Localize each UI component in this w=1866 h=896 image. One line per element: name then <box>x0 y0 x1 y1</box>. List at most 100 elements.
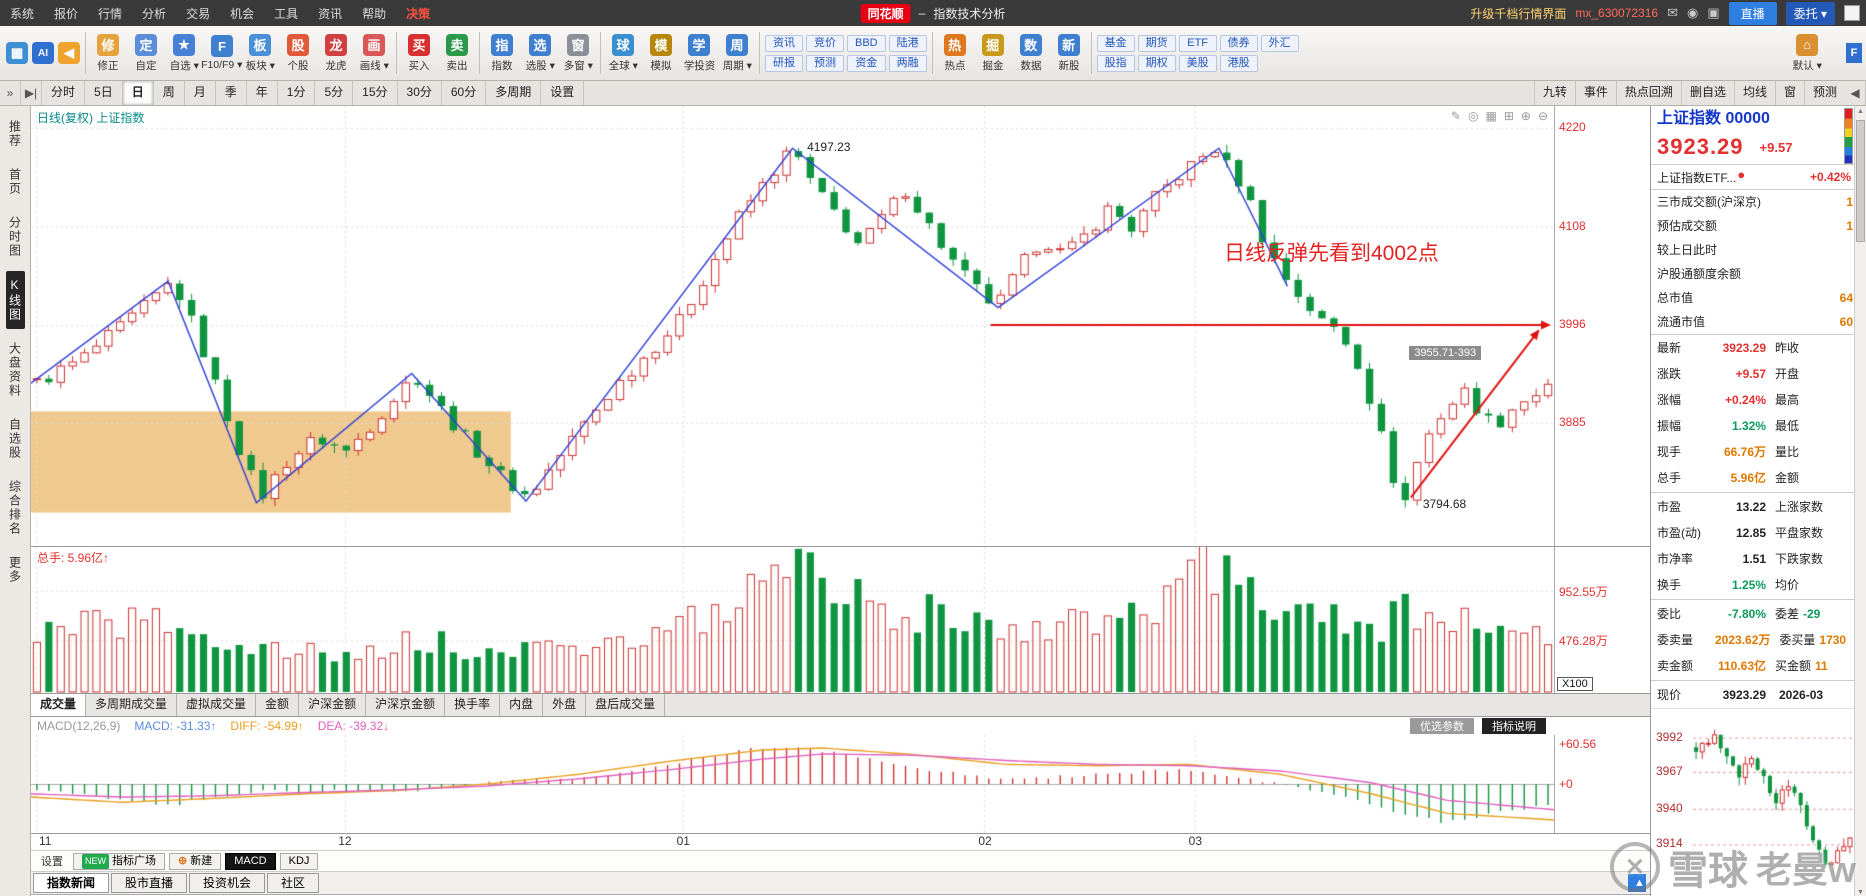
menu-item-2[interactable]: 行情 <box>98 6 123 21</box>
toolbar-button[interactable]: 修修正 <box>89 33 127 74</box>
eye-icon[interactable]: ◎ <box>1467 109 1479 123</box>
toolbar-button[interactable]: 画画线 ▾ <box>355 33 393 74</box>
toolbar-button[interactable]: 窗多窗 ▾ <box>559 33 597 74</box>
toolbar-pill[interactable]: 美股 <box>1178 54 1217 72</box>
toolbar-button[interactable]: 球全球 ▾ <box>604 33 642 74</box>
workspace-grid-icon[interactable]: ▦ <box>4 42 30 64</box>
toolbar-button[interactable]: 卖卖出 <box>438 33 476 74</box>
scrollbar-thumb[interactable] <box>1856 120 1865 242</box>
period-tab[interactable]: 周 <box>154 81 185 105</box>
toolbar-button[interactable]: F F10/F9 ▾ <box>201 34 243 72</box>
toolbar-pill[interactable]: BBD <box>847 34 886 52</box>
period-tab[interactable]: 季 <box>216 81 247 105</box>
menu-item-8[interactable]: 帮助 <box>362 6 387 21</box>
window-icon[interactable]: ⊞ <box>1503 109 1514 123</box>
menu-item-7[interactable]: 资讯 <box>318 6 343 21</box>
news-tab[interactable]: 社区 <box>267 873 320 893</box>
toolbar-button[interactable]: 选选股 ▾ <box>521 33 559 74</box>
bell-icon[interactable]: ◉ <box>1686 5 1699 20</box>
ai-assistant-icon[interactable]: AI <box>30 42 56 64</box>
period-tab[interactable]: 5日 <box>85 81 123 105</box>
toolbar-button[interactable]: 模模拟 <box>642 33 680 74</box>
volume-tab[interactable]: 沪深京金额 <box>366 694 446 716</box>
candlestick-plot[interactable]: 日线(复权) 上证指数 ✎ ◎ ▦ ⊞ ⊕ ⊖ 4197.23 3794.68 3955.… <box>31 106 1554 546</box>
etf-row[interactable]: 上证指数ETF... ● +0.42% <box>1651 165 1855 190</box>
toolbar-pill[interactable]: 资讯 <box>765 34 803 52</box>
chart-option-tab[interactable]: 删自选 <box>1680 81 1734 105</box>
volume-tab[interactable]: 换手率 <box>445 694 501 716</box>
volume-tab[interactable]: 金额 <box>256 694 300 716</box>
indicator-tab[interactable]: KDJ <box>279 852 319 870</box>
period-tab[interactable]: 5分 <box>315 81 354 105</box>
volume-tab[interactable]: 多周期成交量 <box>86 694 178 716</box>
toolbar-button[interactable]: 新新股 <box>1050 33 1088 74</box>
scroll-down-icon[interactable]: ▼ <box>1857 889 1864 896</box>
period-tab[interactable]: 60分 <box>442 81 487 105</box>
indicator-plaza-button[interactable]: NEW 指标广场 <box>73 852 165 870</box>
play-icon[interactable]: ▶| <box>21 81 42 105</box>
indicator-settings-button[interactable]: 设置 <box>35 853 69 869</box>
index-title[interactable]: 上证指数 00000 <box>1657 110 1770 127</box>
toolbar-button[interactable]: 板板块 ▾ <box>241 33 279 74</box>
toolbar-pill[interactable]: 研报 <box>765 54 803 72</box>
scroll-up-icon[interactable]: ▲ <box>1857 108 1864 115</box>
period-tab[interactable]: 30分 <box>398 81 442 105</box>
period-tab[interactable]: 设置 <box>541 81 585 105</box>
brush-icon[interactable]: ✎ <box>1450 109 1461 123</box>
sidebar-item[interactable]: 综合排名 <box>7 480 22 536</box>
people-icon[interactable]: ▣ <box>1707 5 1720 20</box>
toolbar-pill[interactable]: 港股 <box>1219 54 1258 72</box>
toolbar-button[interactable]: 热热点 <box>936 33 974 74</box>
toolbar-pill[interactable]: 期权 <box>1137 54 1176 72</box>
chart-option-tab[interactable]: 预测 <box>1803 81 1845 105</box>
toolbar-button[interactable]: 定自定 <box>127 33 165 74</box>
volume-tab[interactable]: 外盘 <box>543 694 587 716</box>
live-button[interactable]: 直播 <box>1728 1 1777 25</box>
volume-tab[interactable]: 虚拟成交量 <box>177 694 257 716</box>
menu-item-3[interactable]: 分析 <box>142 6 167 21</box>
volume-plot[interactable]: 总手: 5.96亿↑ <box>31 547 1554 693</box>
toolbar-pill[interactable]: ETF <box>1178 34 1217 52</box>
toolbar-button[interactable]: 买买入 <box>400 33 438 74</box>
toolbar-pill[interactable]: 期货 <box>1137 34 1176 52</box>
default-layout-button[interactable]: ⌂ 默认 ▾ <box>1788 33 1826 74</box>
period-tab[interactable]: 日 <box>122 81 154 105</box>
chart-option-tab[interactable]: 九转 <box>1533 81 1575 105</box>
upgrade-link[interactable]: 升级千档行情界面 <box>1470 6 1567 21</box>
menu-item-4[interactable]: 交易 <box>186 6 211 21</box>
toolbar-pill[interactable]: 股指 <box>1096 54 1135 72</box>
macd-plot[interactable] <box>31 735 1554 833</box>
period-tab[interactable]: 15分 <box>353 81 398 105</box>
skin-icon[interactable] <box>1844 5 1860 21</box>
menu-item-decision[interactable]: 决策 <box>406 6 431 21</box>
volume-tab[interactable]: 盘后成交量 <box>586 694 666 716</box>
mail-icon[interactable]: ✉ <box>1667 5 1678 20</box>
period-tab[interactable]: 1分 <box>278 81 316 105</box>
zoom-out-icon[interactable]: ⊖ <box>1537 109 1548 123</box>
indicator-tab[interactable]: MACD <box>225 852 276 870</box>
menu-item-0[interactable]: 系统 <box>10 6 35 21</box>
chart-option-tab[interactable]: 热点回溯 <box>1615 81 1681 105</box>
sidebar-item[interactable]: 分时图 <box>7 216 22 258</box>
chart-option-tab[interactable]: 均线 <box>1733 81 1775 105</box>
expand-icon[interactable]: » <box>0 81 21 105</box>
macd-params[interactable]: MACD(12,26,9) <box>37 719 121 733</box>
collapse-icon[interactable]: ◀ <box>1845 81 1866 105</box>
news-tab[interactable]: 投资机会 <box>189 873 266 893</box>
toolbar-pill[interactable]: 基金 <box>1096 34 1135 52</box>
period-tab[interactable]: 多周期 <box>486 81 542 105</box>
news-tab[interactable]: 指数新闻 <box>33 873 110 893</box>
toolbar-pill[interactable]: 竞价 <box>806 34 844 52</box>
sidebar-item[interactable]: 更多 <box>7 556 22 584</box>
indicator-help-button[interactable]: 指标说明 <box>1482 718 1546 734</box>
order-button[interactable]: 委托 ▾ <box>1785 1 1835 25</box>
sidebar-item[interactable]: 自选股 <box>7 418 22 460</box>
sidebar-item[interactable]: 首页 <box>7 168 22 196</box>
sidebar-item[interactable]: K线图 <box>5 271 25 329</box>
grid-icon[interactable]: ▦ <box>1485 109 1497 123</box>
toolbar-button[interactable]: 掘掘金 <box>974 33 1012 74</box>
volume-tab[interactable]: 内盘 <box>500 694 544 716</box>
toolbar-button[interactable]: 龙龙虎 <box>317 33 355 74</box>
toolbar-pill[interactable]: 预测 <box>806 54 844 72</box>
toolbar-button[interactable]: 周周期 ▾ <box>718 33 756 74</box>
